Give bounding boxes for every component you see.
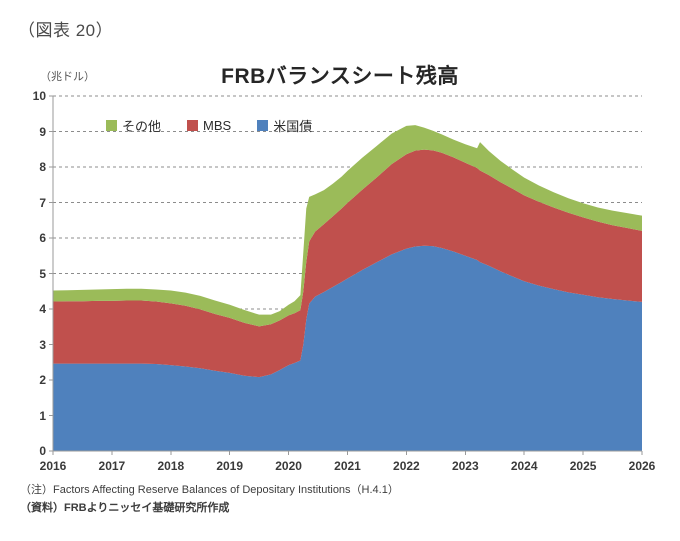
- y-tick-label: 4: [39, 302, 46, 316]
- x-tick-label: 2016: [39, 459, 67, 473]
- legend-item[interactable]: MBS: [187, 118, 231, 133]
- chart-title: FRBバランスシート残高: [221, 65, 459, 88]
- area-series-その他: [53, 125, 642, 327]
- y-axis-unit-label: （兆ドル）: [40, 71, 95, 83]
- y-tick-label: 0: [39, 444, 46, 458]
- square-swatch-green: [106, 120, 117, 131]
- area-series-米国債: [53, 245, 642, 451]
- y-tick-label: 6: [39, 231, 46, 245]
- chart-footnotes: （注）Factors Affecting Reserve Balances of…: [20, 481, 399, 517]
- x-tick-label: 2021: [334, 459, 361, 473]
- x-tick-label: 2025: [569, 459, 597, 473]
- legend-item-label: MBS: [203, 118, 232, 133]
- y-tick-label: 9: [39, 124, 46, 139]
- y-tick-label: 8: [39, 160, 46, 174]
- area-series-MBS: [53, 149, 642, 378]
- x-tick-label: 2024: [510, 459, 538, 473]
- square-swatch-red: [187, 120, 199, 131]
- x-tick-label: 2018: [157, 459, 185, 473]
- y-tick-label: 3: [39, 337, 46, 352]
- x-tick-label: 2017: [98, 459, 126, 473]
- y-tick-label: 5: [39, 266, 46, 281]
- legend-item-label: その他: [122, 119, 162, 134]
- x-tick-label: 2026: [628, 459, 656, 473]
- footnote-source: （資料）FRBよりニッセイ基礎研究所作成: [20, 502, 230, 514]
- y-tick-label: 7: [39, 195, 46, 210]
- y-tick-label: 1: [39, 408, 46, 423]
- legend-item[interactable]: その他: [106, 116, 161, 135]
- legend-item-label: 米国債: [273, 119, 313, 134]
- chart-legend: その他 MBS 米国債: [106, 116, 312, 135]
- figure-label: （図表 20）: [18, 21, 114, 40]
- square-swatch-blue: [257, 120, 269, 131]
- y-tick-label: 2: [39, 373, 46, 387]
- y-tick-label: 10: [32, 89, 46, 103]
- legend-item[interactable]: 米国債: [257, 116, 312, 135]
- footnote-note: （注）Factors Affecting Reserve Balances of…: [20, 484, 399, 496]
- y-axis: 0 1 2 3 4 5 6 7 8 9 10: [0, 0, 46, 541]
- x-tick-label: 2023: [451, 459, 479, 473]
- x-tick-label: 2022: [393, 459, 420, 473]
- x-tick-label: 2019: [216, 459, 244, 473]
- x-tick-label: 2020: [275, 459, 302, 473]
